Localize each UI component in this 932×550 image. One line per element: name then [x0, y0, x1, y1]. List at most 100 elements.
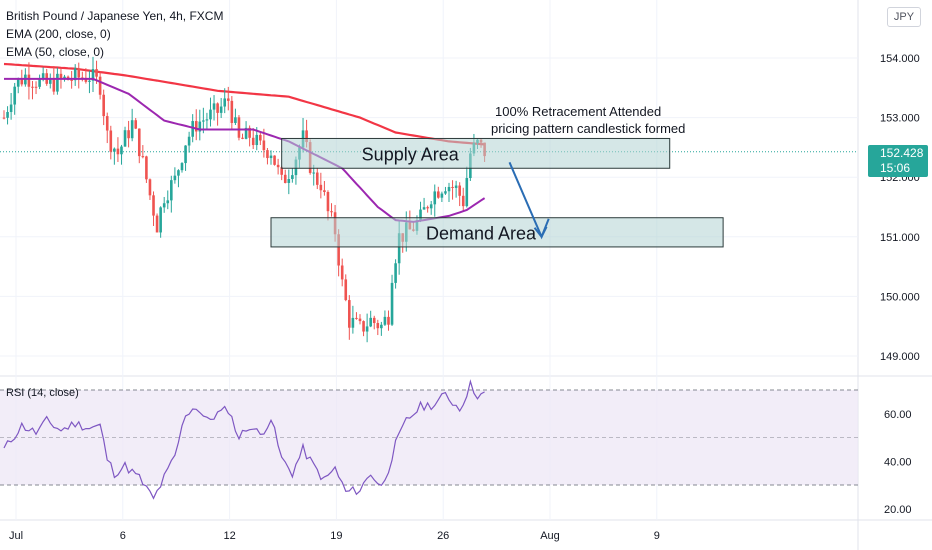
rsi-line	[3, 379, 485, 500]
candle-body	[234, 117, 237, 123]
candle-body	[98, 76, 102, 95]
price-tick-label: 154.000	[880, 53, 920, 65]
candle-body	[41, 73, 45, 79]
candle-body	[209, 109, 212, 120]
candle-body	[465, 178, 469, 207]
candle-body	[155, 215, 159, 233]
candle-body	[173, 175, 177, 181]
candle-body	[365, 326, 369, 332]
candle-body	[262, 140, 266, 151]
candle-body	[461, 195, 465, 207]
candle-body	[440, 193, 444, 198]
candle-body	[70, 79, 73, 81]
candle-body	[145, 156, 148, 180]
candle-body	[330, 211, 333, 213]
candle-body	[88, 80, 91, 82]
currency-badge[interactable]: JPY	[887, 7, 921, 27]
rsi-tick-label: 40.00	[884, 456, 912, 468]
time-tick-label: 26	[437, 530, 449, 542]
ema200-legend[interactable]: EMA (200, close, 0)	[6, 27, 111, 41]
candle-body	[362, 321, 365, 332]
candle-body	[323, 190, 326, 193]
ema200-path	[3, 62, 485, 146]
candle-body	[237, 117, 241, 138]
candle-body	[137, 128, 141, 157]
candle-body	[451, 186, 454, 188]
candle-body	[291, 175, 294, 180]
candle-body	[454, 185, 458, 188]
candle-body	[344, 279, 348, 301]
candle-body	[390, 282, 394, 325]
price-tick-label: 149.000	[880, 351, 920, 363]
candle-body	[326, 192, 330, 212]
candle-body	[148, 179, 152, 196]
candle-body	[380, 324, 383, 329]
time-tick-label: 6	[120, 530, 126, 542]
candle-body	[433, 191, 437, 205]
candle-body	[31, 86, 34, 88]
candle-body	[283, 174, 287, 183]
candle-body	[159, 207, 162, 233]
candle-body	[305, 130, 308, 143]
candle-body	[319, 184, 323, 191]
symbol-title[interactable]: British Pound / Japanese Yen, 4h, FXCM	[6, 9, 224, 23]
candle-body	[223, 98, 227, 107]
candle-body	[109, 130, 113, 152]
candle-body	[251, 137, 255, 146]
supply-zone	[281, 137, 671, 169]
candle-body	[113, 148, 116, 152]
candle-body	[216, 103, 219, 113]
time-tick-label: 12	[223, 530, 235, 542]
candle-body	[184, 145, 187, 164]
time-tick-label: Jul	[9, 530, 23, 542]
candle-body	[340, 265, 344, 280]
candle-body	[212, 103, 216, 110]
candle-body	[2, 117, 6, 119]
candle-body	[419, 209, 422, 221]
candle-body	[9, 104, 13, 113]
candle-body	[198, 121, 202, 132]
candle-body	[59, 73, 63, 79]
candle-body	[337, 234, 340, 266]
candle-body	[369, 317, 372, 327]
candle-body	[444, 191, 447, 194]
candle-body	[244, 127, 248, 139]
rsi-tick-label: 60.00	[884, 409, 912, 421]
candle-body	[134, 120, 138, 129]
demand-zone	[270, 217, 724, 248]
candle-body	[73, 68, 77, 81]
time-tick-label: Aug	[540, 530, 560, 542]
ema50-legend[interactable]: EMA (50, close, 0)	[6, 45, 105, 59]
candle-body	[34, 86, 38, 88]
candle-body	[16, 78, 20, 87]
arrow-head	[533, 226, 548, 239]
candle-body	[130, 120, 134, 139]
candle-body	[177, 170, 180, 176]
candle-body	[358, 318, 362, 322]
candle-body	[116, 148, 120, 155]
candle-body	[91, 69, 95, 81]
price-tick-label: 150.000	[880, 291, 920, 303]
candle-body	[105, 116, 109, 131]
price-tick-label: 151.000	[880, 232, 920, 244]
candle-body	[63, 76, 66, 79]
candle-body	[355, 317, 358, 319]
rsi-legend[interactable]: RSI (14, close)	[6, 387, 79, 399]
annotation-retracement: 100% Retracement Attended	[495, 104, 661, 119]
candle-body	[273, 155, 276, 165]
candle-body	[348, 300, 351, 328]
demand-zone-label: Demand Area	[426, 223, 537, 243]
candle-body	[180, 163, 184, 171]
time-axis[interactable]: Jul 6 12 19 26 Aug 9	[9, 530, 660, 542]
price-axis[interactable]: 149.000150.000151.000152.000153.000154.0…	[880, 53, 920, 516]
candle-body	[13, 86, 16, 105]
zones[interactable]: Supply Area Demand Area	[270, 137, 724, 248]
candle-body	[166, 200, 170, 204]
candles	[2, 56, 486, 343]
ema200-line	[3, 62, 485, 146]
candle-body	[187, 136, 191, 146]
rsi-tick-label: 20.00	[884, 504, 912, 516]
price-tick-label: 153.000	[880, 113, 920, 125]
candle-body	[269, 155, 273, 159]
